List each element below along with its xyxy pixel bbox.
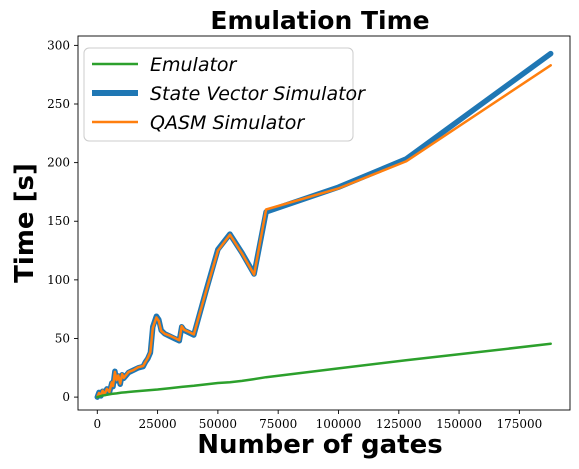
y-tick-label: 150: [47, 214, 70, 228]
x-tick-label: 125000: [376, 417, 422, 431]
y-tick-label: 50: [55, 331, 70, 345]
y-axis-label: Time [s]: [10, 163, 40, 283]
x-tick-label: 150000: [436, 417, 482, 431]
chart-title: Emulation Time: [210, 6, 429, 35]
series-line-emulator: [96, 342, 552, 399]
y-axis-ticks: 0 50 100 150 200 250 300: [47, 38, 78, 404]
series-layer: [94, 50, 554, 400]
legend: Emulator State Vector Simulator QASM Sim…: [83, 47, 366, 142]
x-tick-label: 100000: [316, 417, 362, 431]
y-tick-label: 300: [47, 38, 70, 52]
legend-label-emulator: Emulator: [150, 54, 238, 76]
y-tick-label: 0: [62, 390, 70, 404]
x-tick-label: 50000: [199, 417, 237, 431]
x-axis-ticks: 0 25000 50000 75000 100000 125000 150000 175000: [93, 410, 542, 431]
x-tick-label: 0: [93, 417, 101, 431]
x-tick-label: 175000: [496, 417, 542, 431]
y-tick-label: 200: [47, 156, 70, 170]
series-line-qasm-simulator: [96, 64, 552, 399]
x-axis-label: Number of gates: [197, 430, 442, 460]
x-tick-label: 25000: [138, 417, 176, 431]
y-tick-label: 250: [47, 97, 70, 111]
x-tick-label: 75000: [259, 417, 297, 431]
legend-label-qasm: QASM Simulator: [150, 112, 305, 134]
y-tick-label: 100: [47, 273, 70, 287]
legend-box: [83, 47, 354, 142]
plot-area-frame: [77, 35, 571, 411]
legend-label-state-vector: State Vector Simulator: [150, 83, 366, 105]
